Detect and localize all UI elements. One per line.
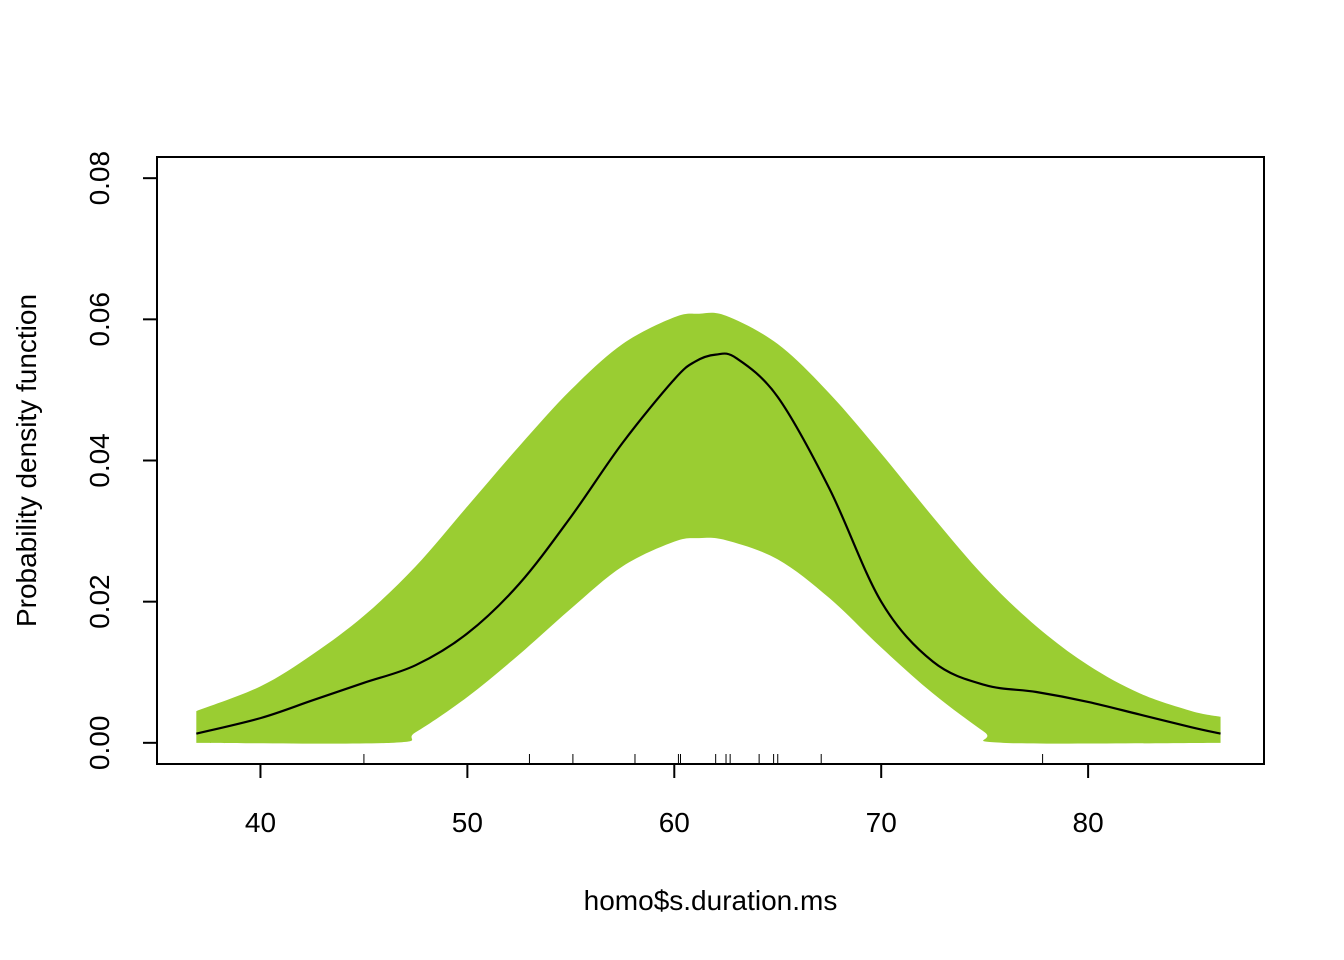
x-tick-label: 60 (659, 807, 690, 838)
density-curve (196, 352, 1221, 735)
y-axis-title: Probability density function (11, 294, 42, 627)
band-area (196, 312, 1221, 744)
confidence-band (196, 312, 1221, 744)
y-tick-label: 0.04 (84, 433, 115, 488)
y-tick-label: 0.06 (84, 292, 115, 347)
y-tick-label: 0.00 (84, 716, 115, 771)
y-tick-label: 0.08 (84, 151, 115, 206)
y-tick-label: 0.02 (84, 574, 115, 629)
x-tick-label: 70 (866, 807, 897, 838)
x-tick-label: 50 (452, 807, 483, 838)
density-line (196, 352, 1221, 735)
y-axis: 0.00 0.02 0.04 0.06 0.08 (84, 151, 158, 771)
x-tick-label: 40 (245, 807, 276, 838)
x-axis: 40 50 60 70 80 (245, 763, 1104, 838)
x-tick-label: 80 (1073, 807, 1104, 838)
x-axis-title: homo$s.duration.ms (584, 885, 838, 916)
rug-marks (363, 754, 1044, 764)
